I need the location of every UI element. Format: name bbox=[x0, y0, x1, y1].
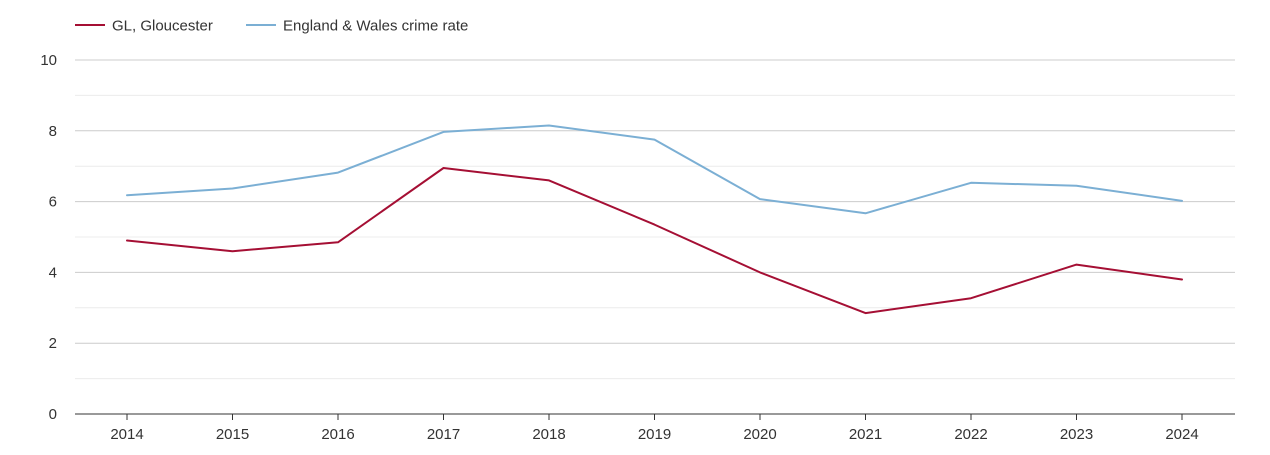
x-tick-label: 2016 bbox=[321, 426, 354, 443]
x-tick-label: 2022 bbox=[954, 426, 987, 443]
data-point bbox=[653, 223, 656, 226]
data-point bbox=[231, 187, 234, 190]
y-tick-label: 4 bbox=[49, 264, 57, 281]
y-tick-label: 10 bbox=[40, 52, 57, 69]
legend-label: England & Wales crime rate bbox=[283, 18, 468, 35]
y-tick-label: 8 bbox=[49, 123, 57, 140]
data-point bbox=[337, 171, 340, 174]
legend: GL, Gloucester England & Wales crime rate bbox=[75, 18, 468, 35]
data-point bbox=[1075, 263, 1078, 266]
data-point bbox=[1075, 184, 1078, 187]
data-point bbox=[759, 271, 762, 274]
grid-layer bbox=[75, 59, 1235, 380]
y-tick-label: 6 bbox=[49, 194, 57, 211]
x-tick-label: 2024 bbox=[1165, 426, 1198, 443]
legend-label: GL, Gloucester bbox=[112, 18, 213, 35]
x-tick-label: 2019 bbox=[638, 426, 671, 443]
data-point bbox=[970, 297, 973, 300]
data-point bbox=[1181, 199, 1184, 202]
data-point bbox=[126, 194, 129, 197]
x-tick-label: 2018 bbox=[532, 426, 565, 443]
data-point bbox=[759, 198, 762, 201]
data-point bbox=[548, 124, 551, 127]
data-point bbox=[864, 312, 867, 315]
x-tick-label: 2015 bbox=[216, 426, 249, 443]
axis-layer: 0 2 4 6 8 10 2014 2015 2016 2017 2018 2019 2020 2021 2… bbox=[40, 52, 1235, 443]
data-point bbox=[864, 212, 867, 215]
series-line-0 bbox=[126, 167, 1183, 315]
data-point bbox=[970, 181, 973, 184]
data-point bbox=[1181, 278, 1184, 281]
y-tick-label: 2 bbox=[49, 335, 57, 352]
x-tick-label: 2021 bbox=[849, 426, 882, 443]
x-tick-label: 2023 bbox=[1060, 426, 1093, 443]
x-tick-label: 2017 bbox=[427, 426, 460, 443]
data-point bbox=[442, 166, 445, 169]
data-point bbox=[337, 241, 340, 244]
data-point bbox=[442, 130, 445, 133]
series-line-1 bbox=[126, 124, 1183, 215]
data-point bbox=[653, 138, 656, 141]
data-point bbox=[126, 239, 129, 242]
x-tick-label: 2014 bbox=[110, 426, 143, 443]
data-point bbox=[231, 250, 234, 253]
data-point bbox=[548, 179, 551, 182]
series-layer bbox=[126, 124, 1184, 315]
y-tick-label: 0 bbox=[49, 406, 57, 423]
x-tick-label: 2020 bbox=[743, 426, 776, 443]
